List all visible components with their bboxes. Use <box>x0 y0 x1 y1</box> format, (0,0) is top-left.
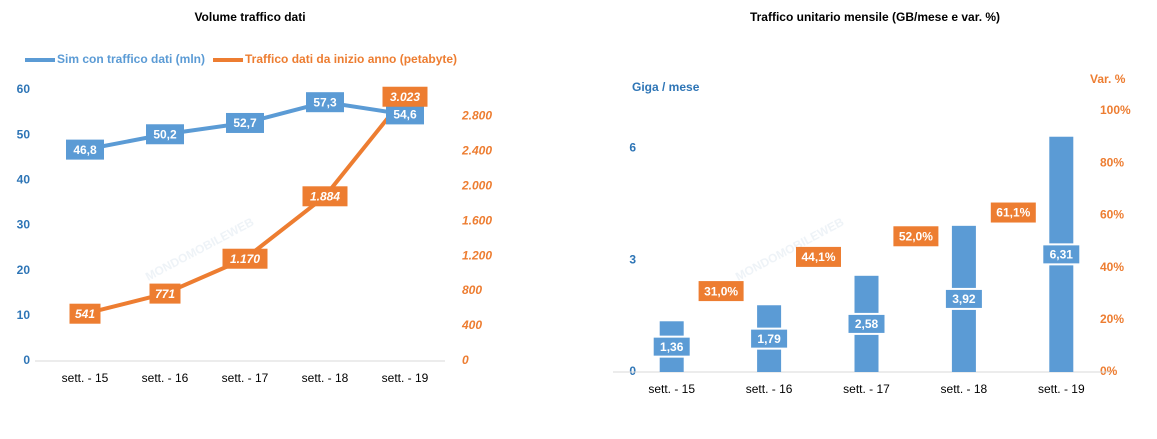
variation-label <box>698 281 744 302</box>
y2-tick-label: 60% <box>1100 208 1124 222</box>
data-label <box>226 112 264 133</box>
bar-label <box>943 287 984 310</box>
variation-label <box>990 202 1036 223</box>
data-label <box>146 124 184 145</box>
bar-label-label: 6,31 <box>1050 248 1074 262</box>
data-label-label: 771 <box>155 287 175 301</box>
data-label <box>302 186 348 207</box>
y-axis-label: Giga / mese <box>632 80 700 94</box>
y-tick-label: 0 <box>629 364 636 378</box>
data-label-label: 1.884 <box>310 189 340 203</box>
y-tick-label: 40 <box>17 173 31 187</box>
variation-label-label: 31,0% <box>704 284 738 298</box>
y2-axis-label: Var. % <box>1090 72 1126 86</box>
y2-tick-label: 400 <box>461 318 482 332</box>
legend-label: Sim con traffico dati (mln) <box>57 52 205 66</box>
bar-label <box>651 335 692 358</box>
data-label-label: 3.023 <box>390 90 420 104</box>
data-label-label: 541 <box>75 307 95 321</box>
y-tick-label: 10 <box>17 308 31 322</box>
bar-label-label: 1,79 <box>757 332 781 346</box>
y-tick-label: 0 <box>23 353 30 367</box>
y2-tick-label: 0 <box>462 353 469 367</box>
data-label <box>382 86 428 107</box>
data-label <box>66 139 104 160</box>
x-tick-label: sett. - 17 <box>222 371 269 385</box>
bar-label <box>1041 243 1082 266</box>
variation-label-label: 52,0% <box>899 229 933 243</box>
variation-label <box>796 246 841 267</box>
x-tick-label: sett. - 16 <box>746 382 793 396</box>
y2-tick-label: 800 <box>462 283 482 297</box>
y2-tick-label: 0% <box>1100 364 1118 378</box>
x-tick-label: sett. - 15 <box>648 382 695 396</box>
data-label <box>386 104 424 125</box>
data-label-label: 46,8 <box>73 143 97 157</box>
data-label-label: 52,7 <box>233 116 257 130</box>
x-tick-label: sett. - 16 <box>142 371 189 385</box>
x-tick-label: sett. - 18 <box>302 371 349 385</box>
y-tick-label: 50 <box>17 127 31 141</box>
data-label-label: 54,6 <box>393 108 417 122</box>
x-tick-label: sett. - 19 <box>382 371 429 385</box>
legend-label: Traffico dati da inizio anno (petabyte) <box>245 52 457 66</box>
y-tick-label: 60 <box>17 82 31 96</box>
bar-label-label: 1,36 <box>660 340 684 354</box>
bar-label <box>846 312 887 335</box>
bar-label-label: 2,58 <box>855 317 879 331</box>
variation-label-label: 61,1% <box>996 206 1030 220</box>
y2-tick-label: 2.000 <box>461 178 492 192</box>
variation-label <box>893 226 939 247</box>
data-label-label: 50,2 <box>153 127 177 141</box>
chart-title: Traffico unitario mensile (GB/mese e var… <box>750 10 1000 24</box>
y2-tick-label: 40% <box>1100 260 1124 274</box>
data-label <box>222 248 268 269</box>
data-label-label: 1.170 <box>230 252 260 266</box>
y2-tick-label: 1.200 <box>462 248 492 262</box>
y-tick-label: 30 <box>17 218 31 232</box>
x-tick-label: sett. - 18 <box>941 382 988 396</box>
y2-tick-label: 80% <box>1100 155 1124 169</box>
x-tick-label: sett. - 15 <box>62 371 109 385</box>
data-label-label: 57,3 <box>313 95 337 109</box>
y2-tick-label: 20% <box>1100 312 1124 326</box>
data-label <box>149 283 181 304</box>
data-label <box>306 92 344 113</box>
data-label <box>69 303 101 324</box>
bar-label-label: 3,92 <box>952 292 976 306</box>
y-tick-label: 6 <box>629 140 636 154</box>
bar-label <box>749 327 790 350</box>
x-tick-label: sett. - 19 <box>1038 382 1085 396</box>
y-tick-label: 3 <box>629 252 636 266</box>
y2-tick-label: 100% <box>1100 103 1131 117</box>
y2-tick-label: 1.600 <box>462 213 492 227</box>
y2-tick-label: 2.400 <box>461 143 492 157</box>
y-tick-label: 20 <box>17 263 31 277</box>
chart-title: Volume traffico dati <box>194 10 305 24</box>
variation-label-label: 44,1% <box>801 250 835 264</box>
x-tick-label: sett. - 17 <box>843 382 890 396</box>
y2-tick-label: 2.800 <box>461 108 492 122</box>
